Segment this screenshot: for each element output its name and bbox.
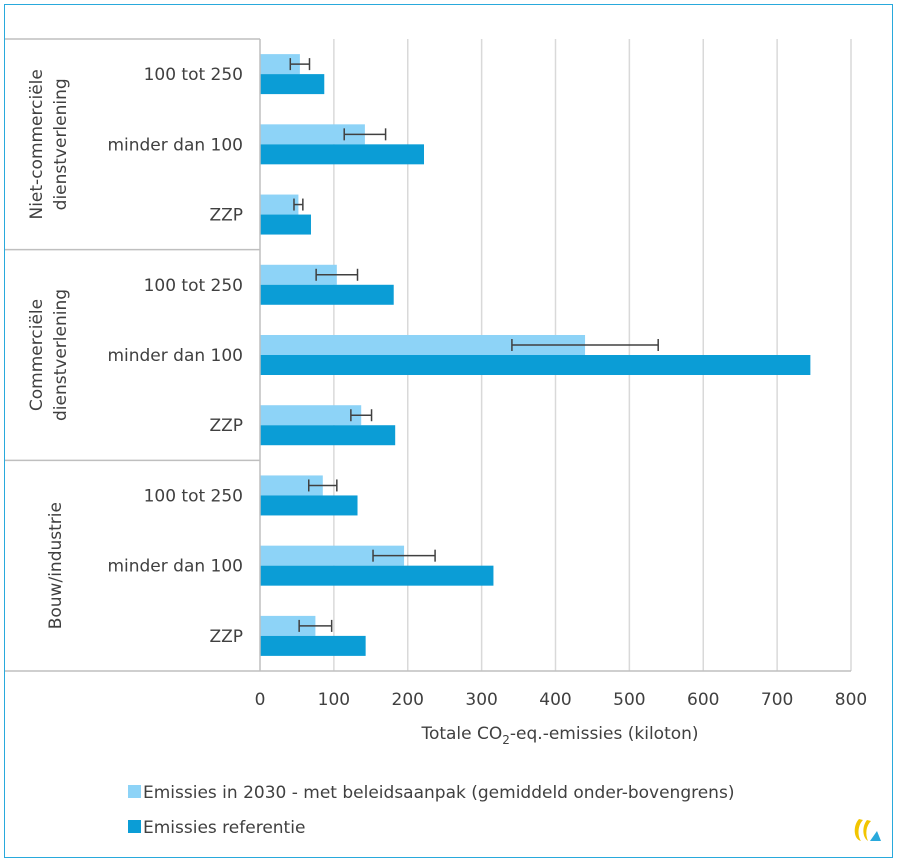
category-label: ZZP [209, 416, 243, 436]
group-label: dienstverlening [51, 78, 71, 210]
category-label: minder dan 100 [107, 557, 243, 577]
category-label: ZZP [209, 627, 243, 647]
legend-swatch [128, 785, 141, 798]
bar-series-2[interactable] [260, 284, 394, 305]
bar-series-2[interactable] [260, 214, 311, 235]
group-label: Bouw/industrie [46, 502, 66, 629]
category-label: minder dan 100 [107, 346, 243, 366]
bar-series-2[interactable] [260, 565, 494, 586]
category-label: 100 tot 250 [144, 276, 243, 296]
x-tick-label: 600 [687, 690, 719, 710]
legend-label: Emissies referentie [143, 818, 305, 838]
category-label: 100 tot 250 [144, 486, 243, 506]
x-tick-label: 500 [613, 690, 645, 710]
bar-series-2[interactable] [260, 355, 811, 375]
bar-series-2[interactable] [260, 425, 396, 446]
x-tick-label: 200 [392, 690, 424, 710]
bar-series-1[interactable] [260, 335, 586, 355]
group-label: Niet-commerciële [27, 69, 47, 219]
legend-label: Emissies in 2030 - met beleidsaanpak (ge… [143, 783, 734, 803]
group-label: Commerciële [27, 299, 47, 411]
chart-frame: 100 tot 250 minder dan 100 ZZP 100 tot 250 m… [4, 4, 893, 858]
bar-series-1[interactable] [260, 615, 316, 636]
legend-swatch [128, 820, 141, 833]
x-tick-label: 400 [539, 690, 571, 710]
x-tick-label: 700 [761, 690, 793, 710]
x-tick-label: 100 [318, 690, 350, 710]
category-label: 100 tot 250 [144, 65, 243, 85]
bar-series-1[interactable] [260, 545, 405, 566]
category-label: ZZP [209, 206, 243, 226]
bar-series-2[interactable] [260, 635, 366, 656]
bar-series-1[interactable] [260, 475, 323, 496]
bar-chart: 100 tot 250 minder dan 100 ZZP 100 tot 250 m… [5, 38, 881, 841]
group-label: dienstverlening [51, 289, 71, 421]
bar-series-1[interactable] [260, 194, 299, 215]
bar-series-1[interactable] [260, 124, 365, 145]
bar-series-2[interactable] [260, 144, 425, 165]
bar-series-1[interactable] [260, 405, 362, 426]
x-tick-label: 0 [255, 690, 266, 710]
bar-series-2[interactable] [260, 495, 358, 516]
x-tick-label: 800 [835, 690, 867, 710]
bar-series-2[interactable] [260, 74, 325, 95]
pbl-logo-icon [854, 819, 881, 841]
x-tick-label: 300 [465, 690, 497, 710]
x-axis-title: Totale CO2-eq.-emissies (kiloton) [420, 724, 698, 747]
category-label: minder dan 100 [107, 135, 243, 155]
bar-series-1[interactable] [260, 264, 337, 285]
